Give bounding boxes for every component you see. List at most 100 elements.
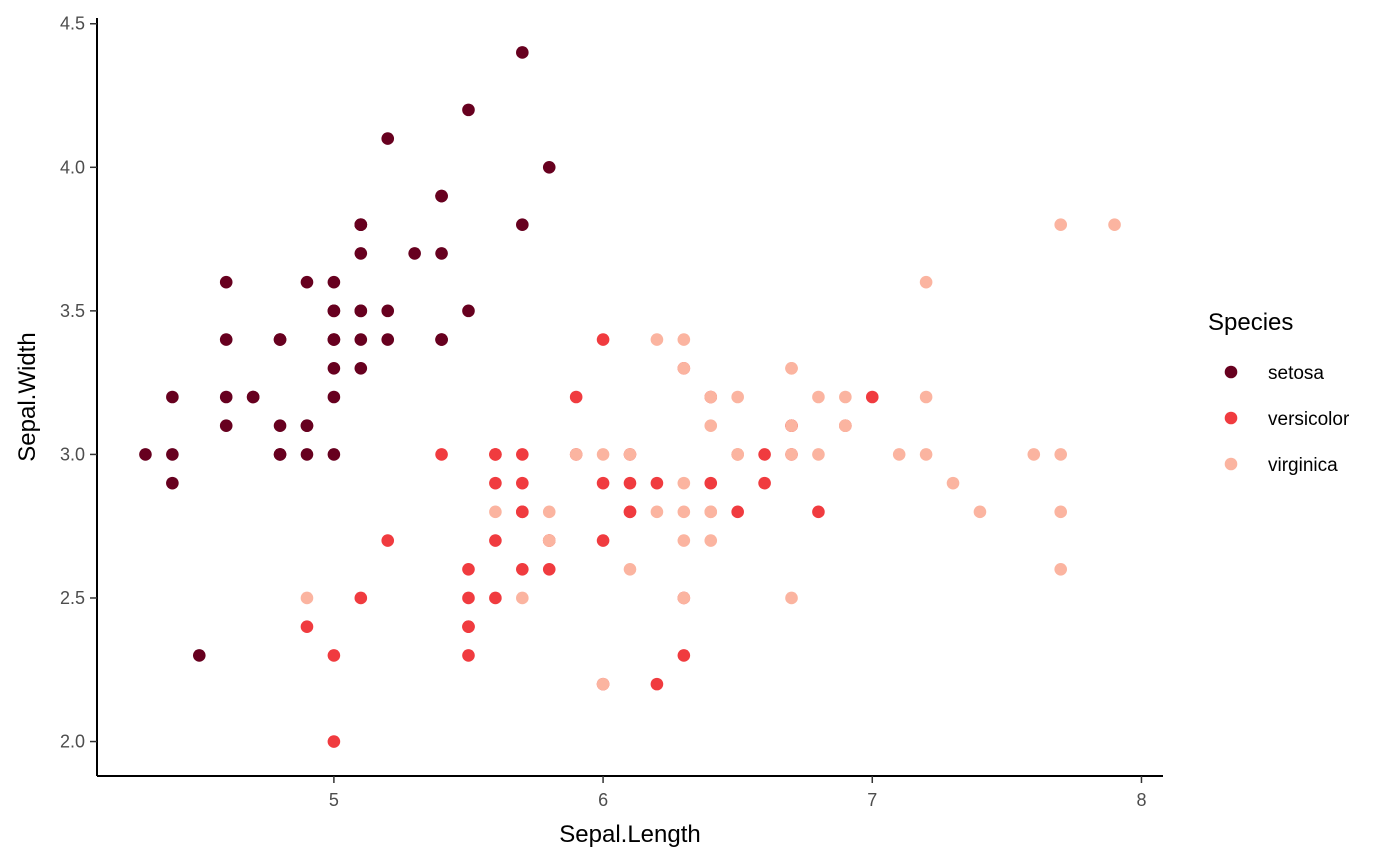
data-point-versicolor-18: [650, 677, 664, 691]
data-point-virginica-26: [650, 505, 664, 519]
data-point-virginica-8: [785, 591, 798, 605]
data-point-versicolor-0: [865, 390, 879, 404]
data-point-setosa-17: [354, 304, 368, 318]
data-point-versicolor-3: [462, 649, 475, 662]
legend-key-virginica: [1224, 457, 1238, 471]
data-point-setosa-31: [435, 333, 448, 346]
data-point-versicolor-45: [516, 448, 529, 461]
data-point-versicolor-23: [623, 505, 637, 519]
data-point-virginica-15: [704, 390, 718, 404]
y-tick-label-5: 4.5: [60, 14, 85, 34]
x-tick-label-2: 7: [867, 790, 877, 810]
data-point-virginica-45: [785, 448, 798, 461]
data-point-virginica-11: [704, 534, 718, 547]
data-point-virginica-27: [623, 448, 637, 461]
y-tick-label-0: 2.0: [60, 732, 85, 752]
data-point-versicolor-19: [489, 591, 502, 605]
legend-label-setosa: setosa: [1268, 363, 1324, 384]
data-point-versicolor-24: [704, 476, 718, 490]
data-point-virginica-40: [785, 419, 798, 433]
data-point-versicolor-47: [650, 476, 664, 490]
legend-title: Species: [1208, 309, 1293, 336]
data-point-versicolor-40: [462, 562, 475, 576]
data-point-setosa-22: [219, 275, 233, 289]
data-point-setosa-35: [327, 390, 341, 404]
data-point-setosa-24: [273, 333, 287, 346]
data-point-virginica-47: [731, 448, 744, 461]
data-point-virginica-0: [677, 361, 691, 375]
data-point-versicolor-29: [516, 562, 529, 576]
data-point-versicolor-9: [381, 534, 395, 547]
data-point-versicolor-35: [596, 333, 610, 346]
data-point-versicolor-10: [327, 735, 341, 748]
data-point-virginica-46: [677, 591, 691, 605]
data-point-virginica-43: [812, 390, 825, 404]
data-point-setosa-32: [381, 132, 395, 145]
legend-item-setosa: setosa: [1224, 363, 1324, 384]
data-point-versicolor-4: [731, 505, 744, 519]
data-point-setosa-8: [166, 476, 179, 490]
data-point-virginica-41: [839, 419, 852, 433]
data-point-setosa-30: [273, 419, 287, 433]
data-point-virginica-42: [542, 534, 556, 547]
data-point-virginica-3: [677, 476, 691, 490]
x-tick-label-1: 6: [598, 790, 608, 810]
data-point-virginica-44: [785, 361, 798, 375]
data-point-versicolor-39: [462, 591, 475, 605]
data-point-virginica-25: [919, 390, 933, 404]
data-point-setosa-14: [542, 161, 556, 174]
data-point-versicolor-13: [623, 476, 637, 490]
data-point-setosa-37: [300, 275, 314, 289]
series-virginica: [300, 218, 1121, 691]
data-point-virginica-9: [919, 275, 933, 289]
legend-label-versicolor: versicolor: [1268, 409, 1350, 430]
data-point-virginica-35: [1054, 448, 1068, 461]
data-point-virginica-12: [812, 448, 825, 461]
data-point-versicolor-42: [542, 562, 556, 576]
data-point-versicolor-25: [758, 448, 771, 461]
data-point-setosa-42: [166, 390, 179, 404]
data-point-versicolor-38: [489, 448, 502, 461]
legend-key-versicolor: [1224, 411, 1238, 425]
data-point-setosa-15: [516, 46, 529, 59]
data-point-versicolor-34: [435, 448, 448, 461]
data-point-virginica-23: [677, 534, 691, 547]
data-point-setosa-25: [327, 448, 341, 461]
data-point-virginica-19: [596, 677, 610, 691]
data-point-virginica-14: [542, 505, 556, 519]
data-point-virginica-33: [677, 505, 691, 519]
data-point-setosa-36: [462, 304, 475, 318]
data-point-versicolor-28: [596, 476, 610, 490]
data-point-versicolor-37: [677, 649, 691, 662]
x-axis-ticks: 5 6 7 8: [329, 776, 1146, 810]
y-tick-label-1: 2.5: [60, 588, 85, 608]
data-point-virginica-30: [973, 505, 987, 519]
data-point-versicolor-43: [327, 649, 341, 662]
data-point-versicolor-14: [489, 476, 502, 490]
data-point-setosa-28: [381, 333, 395, 346]
data-point-setosa-16: [435, 189, 448, 203]
data-point-setosa-41: [192, 649, 206, 662]
data-point-virginica-13: [516, 591, 529, 605]
data-point-setosa-33: [462, 103, 475, 117]
data-point-setosa-43: [327, 304, 341, 318]
data-point-setosa-10: [435, 247, 448, 260]
data-point-virginica-20: [839, 390, 852, 404]
y-axis-ticks: 2.0 2.5 3.0 3.5 4.0 4.5: [60, 14, 97, 752]
data-point-virginica-17: [1054, 218, 1068, 232]
y-tick-label-2: 3.0: [60, 444, 85, 464]
data-point-versicolor-8: [758, 476, 771, 490]
points-layer: [139, 46, 1121, 748]
data-point-setosa-47: [219, 390, 233, 404]
x-axis-title: Sepal.Length: [559, 821, 700, 848]
y-tick-label-3: 3.5: [60, 301, 85, 321]
data-point-virginica-21: [489, 505, 502, 519]
data-point-virginica-2: [892, 448, 906, 461]
data-point-setosa-3: [219, 419, 233, 433]
data-point-setosa-46: [354, 218, 368, 232]
data-point-virginica-5: [1027, 448, 1041, 461]
data-point-virginica-49: [569, 448, 583, 461]
legend: Species setosa versicolor virginica: [1208, 309, 1350, 476]
data-point-setosa-38: [166, 448, 179, 461]
